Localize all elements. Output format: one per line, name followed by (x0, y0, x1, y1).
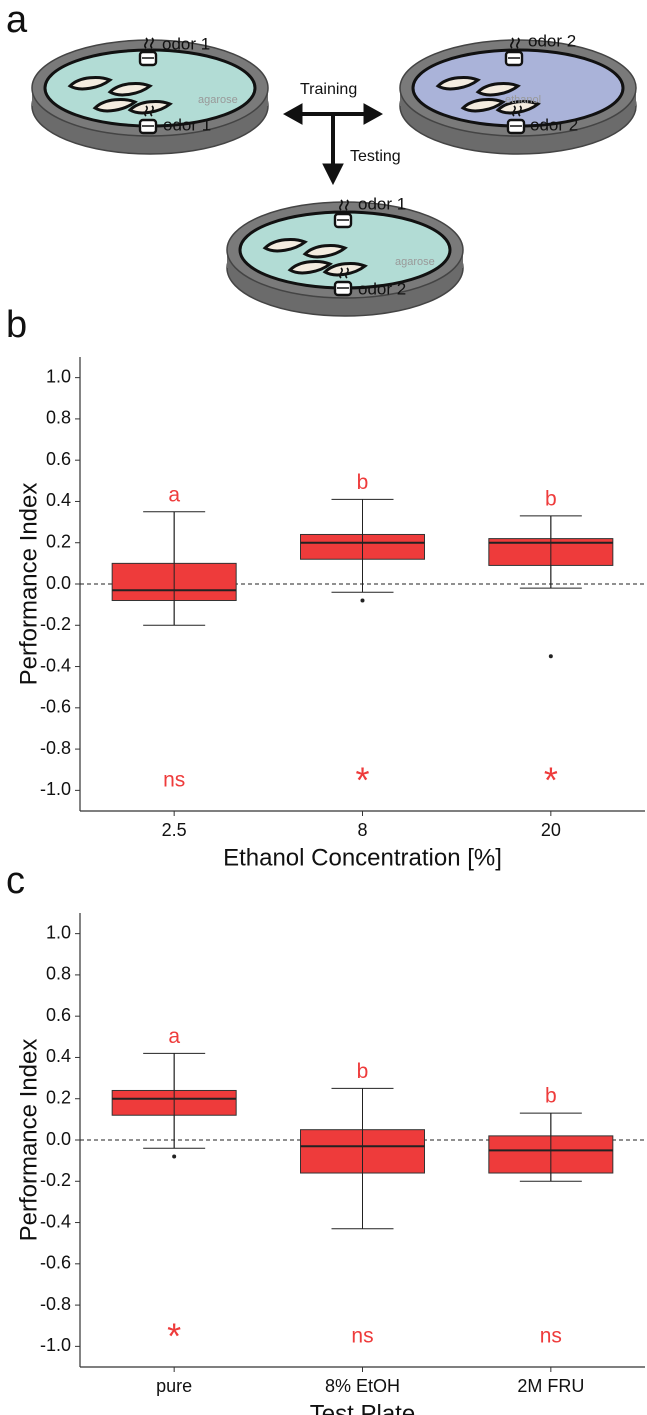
group-label: b (545, 1085, 557, 1108)
y-tick-label: -0.4 (40, 1211, 71, 1231)
odor-label: odor 2 (358, 279, 406, 298)
training-dish-agarose (31, 36, 269, 155)
y-tick-label: 0.0 (46, 1129, 71, 1149)
y-tick-label: -0.6 (40, 1253, 71, 1273)
x-tick-label: pure (156, 1376, 192, 1396)
y-tick-label: -0.2 (40, 614, 71, 634)
y-tick-label: -0.2 (40, 1170, 71, 1190)
x-tick-label: 2M FRU (517, 1376, 584, 1396)
substrate-label: agarose (395, 256, 435, 268)
panel-label: b (6, 304, 27, 346)
arrows (282, 103, 384, 186)
outlier (360, 598, 365, 603)
y-tick-label: 0.4 (46, 1046, 71, 1066)
testing-label: Testing (350, 148, 401, 165)
training-dish-ethanol (399, 36, 637, 155)
substrate-label: ethanol (505, 94, 541, 106)
panel-label: c (6, 860, 25, 902)
group-label: a (168, 1025, 180, 1048)
test-dish (226, 198, 464, 317)
outlier (172, 1154, 177, 1159)
x-tick-label: 8 (357, 820, 367, 840)
x-axis-title: Test Plate (310, 1400, 415, 1415)
odor-label: odor 2 (528, 31, 576, 50)
y-tick-label: 0.4 (46, 490, 71, 510)
y-axis-title: Performance Index (15, 1039, 42, 1242)
y-tick-label: 0.8 (46, 408, 71, 428)
y-tick-label: -0.8 (40, 1294, 71, 1314)
outlier (548, 654, 553, 659)
diagram: a odor 1 agarose odor 1 odor 2 ethanol o… (6, 0, 637, 317)
y-tick-label: 0.2 (46, 1087, 71, 1107)
y-tick-label: 0.2 (46, 531, 71, 551)
group-label: b (545, 487, 557, 510)
significance-label: ns (540, 1325, 562, 1348)
significance-label: ns (163, 769, 185, 792)
odor-label: odor 1 (358, 194, 406, 213)
y-tick-label: 0.8 (46, 964, 71, 984)
y-tick-label: -1.0 (40, 1335, 71, 1355)
y-tick-label: 1.0 (46, 366, 71, 386)
x-axis-title: Ethanol Concentration [%] (223, 844, 502, 871)
y-tick-label: -0.8 (40, 738, 71, 758)
y-tick-label: -1.0 (40, 779, 71, 799)
x-tick-label: 2.5 (162, 820, 187, 840)
training-label: Training (300, 81, 357, 98)
significance-label: * (167, 1316, 181, 1357)
y-tick-label: 1.0 (46, 922, 71, 942)
group-label: b (357, 1060, 369, 1083)
x-tick-label: 8% EtOH (325, 1376, 400, 1396)
significance-label: ns (351, 1325, 373, 1348)
odor-label: odor 1 (163, 115, 211, 134)
x-tick-label: 20 (541, 820, 561, 840)
substrate-label: agarose (198, 94, 238, 106)
y-tick-label: 0.6 (46, 1005, 71, 1025)
panel-label: a (6, 0, 28, 41)
group-label: b (357, 471, 369, 494)
y-tick-label: -0.6 (40, 697, 71, 717)
y-tick-label: 0.6 (46, 449, 71, 469)
significance-label: * (355, 760, 369, 801)
significance-label: * (544, 760, 558, 801)
group-label: a (168, 483, 180, 506)
odor-label: odor 2 (530, 115, 578, 134)
odor-label: odor 1 (162, 34, 210, 53)
y-axis-title: Performance Index (15, 483, 42, 686)
y-tick-label: 0.0 (46, 573, 71, 593)
y-tick-label: -0.4 (40, 655, 71, 675)
